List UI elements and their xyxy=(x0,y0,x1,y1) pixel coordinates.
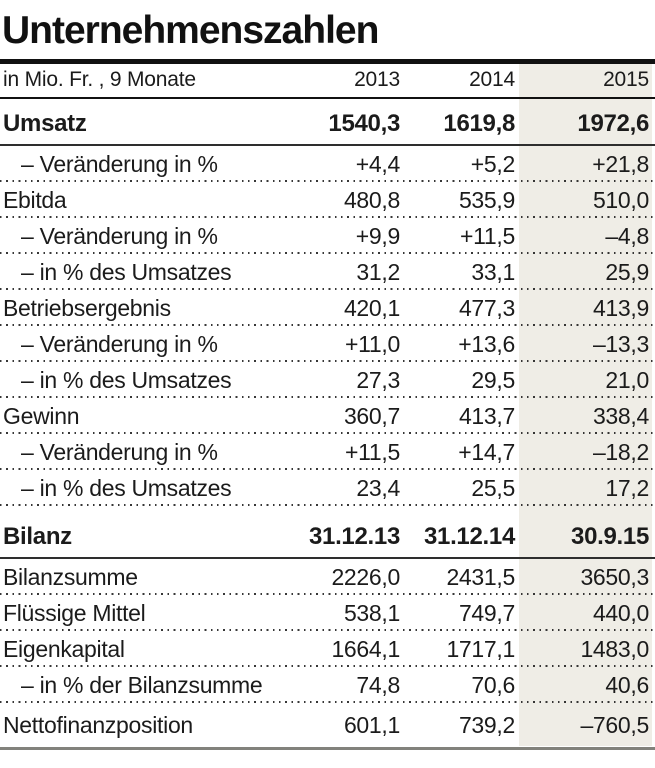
page-title: Unternehmenszahlen xyxy=(2,9,379,52)
row-value-2015: 21,0 xyxy=(605,366,649,393)
table-row: Umsatz 1540,3 1619,8 1972,6 xyxy=(0,99,655,146)
row-value-2015: 338,4 xyxy=(592,402,649,429)
row-value-2013: +9,9 xyxy=(355,222,401,249)
row-label: Bilanz xyxy=(3,523,72,550)
table-row: – in % der Bilanzsumme 74,8 70,6 40,6 xyxy=(0,667,655,703)
table-row: – in % des Umsatzes 31,2 33,1 25,9 xyxy=(0,254,655,290)
row-value-2014: 1717,1 xyxy=(446,635,515,662)
row-label: – Veränderung in % xyxy=(21,438,218,465)
row-value-2015: 1972,6 xyxy=(577,110,649,137)
row-value-2014: 2431,5 xyxy=(446,563,515,590)
row-value-2014: 535,9 xyxy=(458,186,515,213)
row-label: Bilanzsumme xyxy=(3,563,138,590)
row-value-2013: +4,4 xyxy=(355,150,401,177)
row-value-2014: +11,5 xyxy=(460,222,515,249)
row-value-2013: 27,3 xyxy=(356,366,400,393)
row-value-2015: 440,0 xyxy=(592,599,649,626)
table-bottom-rule xyxy=(0,747,655,750)
row-label: Flüssige Mittel xyxy=(3,599,146,626)
table-row: Bilanzsumme 2226,0 2431,5 3650,3 xyxy=(0,559,655,595)
row-value-2014: +13,6 xyxy=(458,330,515,357)
row-value-2015: 1483,0 xyxy=(580,635,649,662)
row-value-2015: –760,5 xyxy=(580,711,649,738)
table-body: Umsatz 1540,3 1619,8 1972,6 – Veränderung in… xyxy=(0,99,655,747)
table-row: Betriebsergebnis 420,1 477,3 413,9 xyxy=(0,290,655,326)
row-value-2015: –13,3 xyxy=(592,330,649,357)
row-value-2015: +21,8 xyxy=(592,150,649,177)
table-header: in Mio. Fr. , 9 Monate 2013 2014 2015 xyxy=(0,64,655,99)
col-header-2014: 2014 xyxy=(469,68,515,91)
row-label: Betriebsergebnis xyxy=(3,294,171,321)
table-row: Bilanz 31.12.13 31.12.14 30.9.15 xyxy=(0,506,655,559)
row-value-2014: 749,7 xyxy=(458,599,515,626)
row-value-2015: 25,9 xyxy=(605,258,649,285)
row-value-2013: 2226,0 xyxy=(331,563,400,590)
row-value-2013: +11,5 xyxy=(345,438,400,465)
row-value-2015: 413,9 xyxy=(592,294,649,321)
row-label: – Veränderung in % xyxy=(21,330,218,357)
row-label: Gewinn xyxy=(3,402,80,429)
table-row: Ebitda 480,8 535,9 510,0 xyxy=(0,182,655,218)
row-label: Umsatz xyxy=(3,110,87,137)
row-label: Ebitda xyxy=(3,186,67,213)
row-value-2013: 23,4 xyxy=(356,474,400,501)
row-value-2014: 29,5 xyxy=(471,366,515,393)
row-label: – in % des Umsatzes xyxy=(21,474,232,501)
row-value-2014: 33,1 xyxy=(471,258,515,285)
unit-label: in Mio. Fr. , 9 Monate xyxy=(3,68,196,91)
row-value-2014: 25,5 xyxy=(471,474,515,501)
row-value-2015: –4,8 xyxy=(605,222,649,249)
table-row: – in % des Umsatzes 27,3 29,5 21,0 xyxy=(0,362,655,398)
row-value-2013: 1540,3 xyxy=(328,110,400,137)
row-value-2014: 31.12.14 xyxy=(423,523,515,550)
row-value-2013: +11,0 xyxy=(345,330,400,357)
table-row: – Veränderung in % +11,0 +13,6 –13,3 xyxy=(0,326,655,362)
row-value-2013: 480,8 xyxy=(343,186,400,213)
row-value-2013: 538,1 xyxy=(343,599,400,626)
row-label: – in % des Umsatzes xyxy=(21,258,232,285)
row-value-2015: 40,6 xyxy=(605,671,649,698)
row-label: Nettofinanzposition xyxy=(3,711,193,738)
row-value-2015: 510,0 xyxy=(592,186,649,213)
table-row: Eigenkapital 1664,1 1717,1 1483,0 xyxy=(0,631,655,667)
table-row: Nettofinanzposition 601,1 739,2 –760,5 xyxy=(0,703,655,747)
row-value-2013: 601,1 xyxy=(343,711,400,738)
title-divider xyxy=(0,59,655,64)
row-value-2013: 31,2 xyxy=(356,258,400,285)
row-value-2015: 17,2 xyxy=(605,474,649,501)
row-label: – Veränderung in % xyxy=(21,150,218,177)
row-value-2014: 477,3 xyxy=(458,294,515,321)
row-value-2014: 70,6 xyxy=(471,671,515,698)
row-label: – Veränderung in % xyxy=(21,222,218,249)
table-row: – Veränderung in % +9,9 +11,5 –4,8 xyxy=(0,218,655,254)
row-value-2014: 739,2 xyxy=(458,711,515,738)
highlight-column-2015 xyxy=(519,64,652,746)
row-label: – in % des Umsatzes xyxy=(21,366,232,393)
col-header-2013: 2013 xyxy=(354,68,400,91)
row-value-2015: –18,2 xyxy=(592,438,649,465)
table-row: Flüssige Mittel 538,1 749,7 440,0 xyxy=(0,595,655,631)
table-row: – Veränderung in % +4,4 +5,2 +21,8 xyxy=(0,146,655,182)
row-label: – in % der Bilanzsumme xyxy=(21,671,263,698)
table-row: Gewinn 360,7 413,7 338,4 xyxy=(0,398,655,434)
row-value-2013: 360,7 xyxy=(343,402,400,429)
row-label: Eigenkapital xyxy=(3,635,125,662)
row-value-2014: +14,7 xyxy=(458,438,515,465)
row-value-2013: 74,8 xyxy=(356,671,400,698)
table-row: – Veränderung in % +11,5 +14,7 –18,2 xyxy=(0,434,655,470)
row-value-2013: 31.12.13 xyxy=(308,523,400,550)
row-value-2014: 1619,8 xyxy=(443,110,515,137)
row-value-2014: +5,2 xyxy=(470,150,516,177)
row-value-2013: 1664,1 xyxy=(331,635,400,662)
table-row: – in % des Umsatzes 23,4 25,5 17,2 xyxy=(0,470,655,506)
row-value-2015: 3650,3 xyxy=(580,563,649,590)
col-header-2015: 2015 xyxy=(603,68,649,91)
row-value-2014: 413,7 xyxy=(458,402,515,429)
row-value-2013: 420,1 xyxy=(343,294,400,321)
row-value-2015: 30.9.15 xyxy=(571,523,649,550)
